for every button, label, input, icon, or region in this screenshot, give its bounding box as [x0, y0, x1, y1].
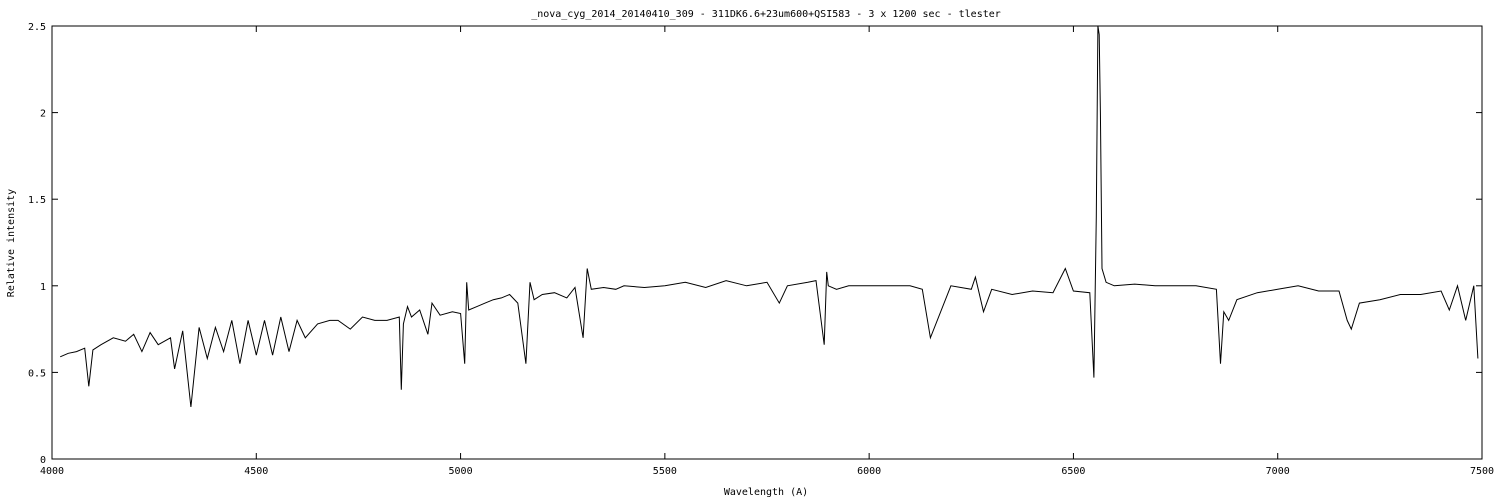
x-tick-label: 5000 — [449, 466, 473, 477]
chart-title: _nova_cyg_2014_20140410_309 - 311DK6.6+2… — [531, 9, 1001, 20]
y-tick-label: 2.5 — [28, 22, 46, 33]
x-tick-label: 6500 — [1061, 466, 1085, 477]
y-tick-label: 0 — [40, 455, 46, 466]
x-tick-label: 4500 — [244, 466, 268, 477]
x-tick-label: 5500 — [653, 466, 677, 477]
y-tick-label: 1.5 — [28, 195, 46, 206]
plot-frame — [51, 25, 1483, 460]
x-axis-label: Wavelength (A) — [724, 487, 808, 498]
y-tick-label: 2 — [40, 109, 46, 120]
y-axis: 0 0.5 1 1.5 2 2.5 — [28, 22, 1482, 466]
x-tick-label: 6000 — [857, 466, 881, 477]
x-axis: 4000 4500 5000 5500 6000 6500 7000 7500 — [40, 26, 1494, 477]
y-axis-label: Relative intensity — [6, 189, 17, 297]
y-tick-label: 1 — [40, 282, 46, 293]
x-tick-label: 7500 — [1470, 466, 1494, 477]
spectrum-line — [60, 25, 1479, 408]
x-tick-label: 7000 — [1266, 466, 1290, 477]
x-tick-label: 4000 — [40, 466, 64, 477]
y-tick-label: 0.5 — [28, 368, 46, 379]
